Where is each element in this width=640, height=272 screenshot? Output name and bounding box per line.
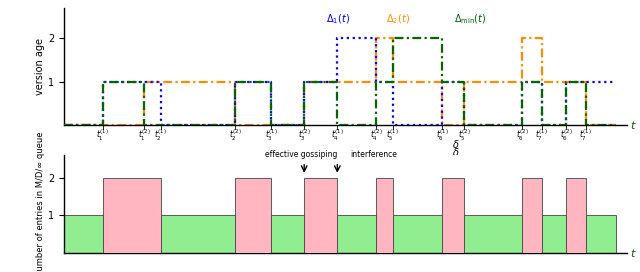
Text: $t_7^{(1)}$: $t_7^{(1)}$: [579, 128, 592, 144]
Text: interference: interference: [350, 150, 397, 159]
Text: $t_7^{(1)}$: $t_7^{(1)}$: [535, 128, 548, 144]
Text: $\Delta_2(t)$: $\Delta_2(t)$: [386, 12, 410, 26]
Text: $t$: $t$: [630, 119, 637, 131]
Text: $t$: $t$: [630, 247, 637, 259]
Bar: [566, 178, 586, 253]
Bar: [304, 178, 337, 253]
Text: $\delta$: $\delta$: [452, 146, 460, 158]
Bar: [376, 178, 392, 253]
Text: $t_3^{(1)}$: $t_3^{(1)}$: [265, 128, 278, 144]
Bar: [442, 178, 464, 253]
Text: $\delta$: $\delta$: [452, 138, 460, 150]
Y-axis label: version age: version age: [35, 38, 45, 95]
Text: $t_2^{(2)}$: $t_2^{(2)}$: [228, 128, 241, 144]
Bar: [522, 178, 541, 253]
Y-axis label: number of entries in M/D/∞ queue: number of entries in M/D/∞ queue: [36, 132, 45, 272]
Bar: [464, 215, 522, 253]
Bar: [337, 215, 376, 253]
Bar: [271, 215, 304, 253]
Text: $t_6^{(1)}$: $t_6^{(1)}$: [436, 128, 449, 144]
Text: $\Delta_1(t)$: $\Delta_1(t)$: [326, 12, 351, 26]
Bar: [64, 215, 102, 253]
Text: $\Delta_{\min}(t)$: $\Delta_{\min}(t)$: [454, 12, 486, 26]
Bar: [541, 215, 566, 253]
Text: $t_1^{(2)}$: $t_1^{(2)}$: [138, 128, 150, 144]
Bar: [235, 178, 271, 253]
Text: $t_4^{(1)}$: $t_4^{(1)}$: [331, 128, 344, 144]
Text: $t_1^{(1)}$: $t_1^{(1)}$: [96, 128, 109, 144]
Bar: [392, 215, 442, 253]
Bar: [161, 215, 235, 253]
Text: $t_5^{(1)}$: $t_5^{(1)}$: [386, 128, 399, 144]
Bar: [102, 178, 161, 253]
Text: $t_4^{(2)}$: $t_4^{(2)}$: [369, 128, 382, 144]
Text: $t_6^{(2)}$: $t_6^{(2)}$: [516, 128, 529, 144]
Text: $t_2^{(1)}$: $t_2^{(1)}$: [154, 128, 167, 144]
Text: $t_3^{(2)}$: $t_3^{(2)}$: [298, 128, 310, 144]
Text: $t_5^{(2)}$: $t_5^{(2)}$: [458, 128, 470, 144]
Text: effective gossiping: effective gossiping: [265, 150, 338, 159]
Bar: [586, 215, 616, 253]
Text: $t_6^{(2)}$: $t_6^{(2)}$: [560, 128, 573, 144]
